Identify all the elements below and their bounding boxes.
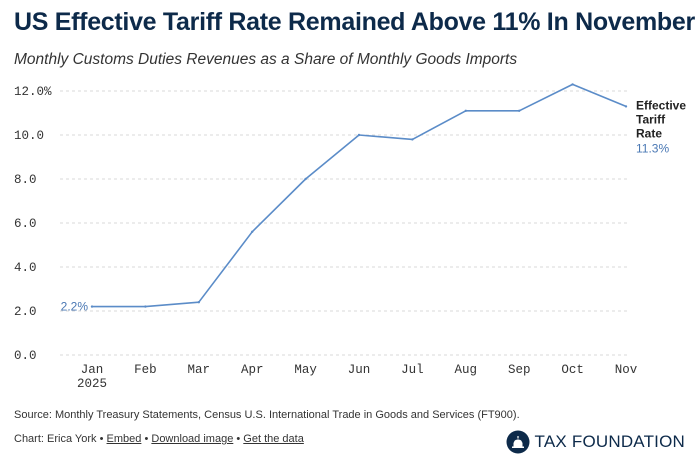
x-tick-label: Jan: [81, 363, 104, 377]
x-tick-label: Feb: [134, 363, 157, 377]
end-value-label: 11.3%: [636, 141, 669, 155]
end-series-label: Rate: [636, 126, 662, 140]
data-point: [518, 109, 521, 113]
y-tick-label: 10.0: [14, 129, 44, 143]
credit-line: Chart: Erica York • Embed • Download ima…: [14, 433, 304, 445]
data-point: [464, 109, 467, 113]
x-tick-label: Jun: [348, 363, 371, 377]
gridlines: [60, 90, 628, 356]
series-line: [92, 83, 627, 308]
data-point: [251, 230, 254, 233]
data-point: [411, 138, 414, 141]
data-point: [571, 83, 574, 86]
chart-title: US Effective Tariff Rate Remained Above …: [14, 8, 695, 36]
embed-link[interactable]: Embed: [106, 433, 142, 445]
x-tick-label: May: [294, 363, 317, 377]
x-tick-label: Sep: [508, 363, 531, 377]
end-series-label: Effective: [636, 98, 686, 112]
data-point: [357, 133, 361, 137]
x-tick-label: Nov: [615, 363, 638, 377]
x-year-label: 2025: [77, 377, 107, 391]
chart-credit: Chart: Erica York: [14, 433, 97, 445]
download-image-link[interactable]: Download image: [151, 433, 234, 445]
x-tick-label: Aug: [455, 363, 478, 377]
y-axis-ticks: 0.0 2.0 4.0 6.0 8.0 10.0 12.0%: [14, 85, 52, 363]
x-tick-label: Jul: [401, 363, 424, 377]
x-tick-label: Apr: [241, 363, 264, 377]
data-point: [90, 305, 94, 308]
separator: •: [99, 433, 104, 445]
get-the-data-link[interactable]: Get the data: [243, 433, 304, 445]
x-tick-label: Oct: [561, 363, 584, 377]
y-tick-label: 4.0: [14, 261, 37, 275]
data-point: [304, 177, 307, 181]
y-tick-label: 2.0: [14, 305, 37, 319]
line-chart: 0.0 2.0 4.0 6.0 8.0 10.0 12.0% Jan Feb Mar Apr May…: [14, 83, 687, 391]
brand-logo: TAX FOUNDATION: [506, 429, 685, 455]
brand-name: TAX FOUNDATION: [534, 432, 685, 451]
chart-subtitle: Monthly Customs Duties Revenues as a Sha…: [14, 51, 518, 68]
data-point: [144, 305, 147, 308]
y-tick-label: 12.0%: [14, 85, 52, 99]
data-point: [197, 301, 200, 304]
end-series-label: Tariff: [636, 112, 666, 126]
y-tick-label: 6.0: [14, 217, 37, 231]
capitol-dome-icon: [506, 430, 530, 454]
y-tick-label: 0.0: [14, 349, 37, 363]
x-tick-label: Mar: [188, 363, 211, 377]
x-axis-ticks: Jan Feb Mar Apr May Jun Jul Aug Sep Oct Nov 2025: [77, 363, 638, 391]
separator: •: [144, 433, 149, 445]
y-tick-label: 8.0: [14, 173, 37, 187]
data-point: [624, 105, 628, 108]
separator: •: [236, 433, 241, 445]
series-layer: [90, 83, 628, 308]
source-note: Source: Monthly Treasury Statements, Cen…: [14, 409, 520, 421]
start-value-label: 2.2%: [61, 300, 89, 314]
